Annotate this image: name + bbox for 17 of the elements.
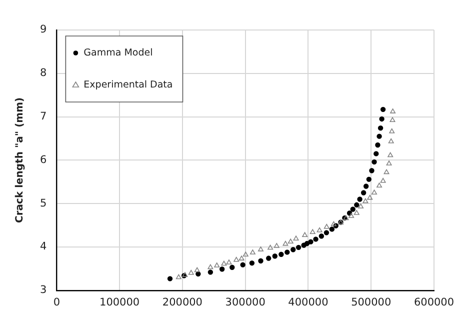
y-tick-label: 7 xyxy=(40,110,47,123)
y-tick-label: 5 xyxy=(40,197,47,210)
y-tick-label: 6 xyxy=(40,154,47,166)
x-tick-label: 400000 xyxy=(288,296,328,308)
x-tick-label: 200000 xyxy=(162,296,202,308)
y-tick-label: 9 xyxy=(40,24,47,36)
y-tick-label: 8 xyxy=(40,67,47,80)
y-tick-label: 4 xyxy=(40,240,47,253)
legend-label: Gamma Model xyxy=(84,47,153,58)
legend-label: Experimental Data xyxy=(84,79,173,90)
x-tick-label: 300000 xyxy=(225,296,266,308)
x-tick-label: 0 xyxy=(53,296,60,308)
y-tick-label: 3 xyxy=(40,284,47,296)
x-tick-label: 100000 xyxy=(100,296,140,308)
y-axis-title: Crack length "a" (mm) xyxy=(14,97,26,223)
x-tick-label: 600000 xyxy=(414,296,454,308)
x-tick-label: 500000 xyxy=(351,296,392,308)
